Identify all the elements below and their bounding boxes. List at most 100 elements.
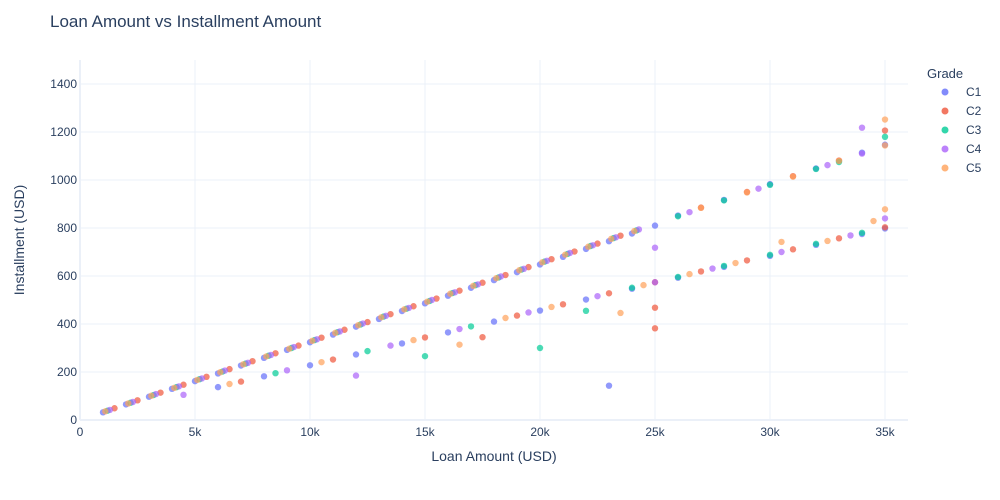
data-point-c4 bbox=[594, 292, 601, 300]
data-point-c5 bbox=[881, 142, 889, 149]
data-point-c3 bbox=[364, 347, 371, 355]
data-point-c5 bbox=[309, 337, 316, 344]
data-point-c5 bbox=[539, 259, 546, 266]
data-point-c3 bbox=[582, 307, 590, 314]
y-tick-label: 800 bbox=[57, 221, 77, 235]
legend-marker-c3 bbox=[941, 126, 949, 134]
data-point-c3 bbox=[812, 240, 820, 248]
data-point-c3 bbox=[674, 213, 682, 220]
data-point-c4 bbox=[180, 391, 187, 398]
legend-label-c2: C2 bbox=[966, 104, 982, 118]
data-point-c5 bbox=[835, 157, 843, 164]
data-point-c4 bbox=[456, 325, 463, 333]
data-point-c1 bbox=[214, 383, 222, 391]
data-point-c5 bbox=[732, 259, 739, 267]
data-point-c5 bbox=[585, 243, 592, 250]
data-point-c4 bbox=[387, 342, 394, 349]
data-point-c1 bbox=[651, 222, 659, 229]
data-point-c5 bbox=[502, 314, 509, 322]
x-tick-label: 5k bbox=[189, 425, 203, 439]
data-point-c5 bbox=[410, 336, 417, 344]
data-point-c5 bbox=[355, 322, 362, 329]
data-point-c2 bbox=[559, 301, 567, 308]
data-point-c5 bbox=[778, 238, 785, 246]
data-point-c2 bbox=[513, 312, 521, 319]
y-tick-label: 1400 bbox=[50, 77, 77, 91]
data-point-c5 bbox=[548, 303, 555, 311]
data-point-c4 bbox=[525, 309, 532, 316]
data-point-c5 bbox=[697, 204, 705, 212]
data-point-c5 bbox=[881, 206, 889, 213]
data-point-c4 bbox=[651, 244, 659, 251]
data-point-c3 bbox=[628, 284, 636, 291]
data-point-c5 bbox=[456, 341, 463, 348]
data-point-c4 bbox=[881, 215, 889, 222]
data-point-c5 bbox=[824, 237, 831, 245]
data-point-c5 bbox=[743, 189, 751, 196]
data-point-c1 bbox=[260, 373, 268, 380]
data-point-c2 bbox=[651, 304, 659, 311]
x-tick-label: 15k bbox=[415, 425, 435, 439]
data-point-c3 bbox=[272, 370, 279, 377]
data-point-c3 bbox=[766, 181, 774, 188]
data-point-c4 bbox=[858, 150, 866, 157]
data-point-c1 bbox=[306, 362, 314, 369]
data-point-c5 bbox=[194, 376, 201, 384]
data-point-c5 bbox=[125, 400, 132, 407]
legend-label-c5: C5 bbox=[966, 161, 982, 175]
legend-marker-c1 bbox=[941, 88, 949, 96]
data-point-c5 bbox=[516, 267, 523, 274]
y-tick-label: 600 bbox=[57, 269, 77, 283]
data-point-c5 bbox=[447, 290, 454, 297]
legend-label-c1: C1 bbox=[966, 85, 982, 99]
data-point-c5 bbox=[640, 281, 647, 289]
data-point-c4 bbox=[824, 161, 831, 169]
legend-marker-c5 bbox=[941, 164, 949, 172]
data-point-c2 bbox=[881, 224, 889, 231]
data-point-c3 bbox=[536, 344, 544, 352]
data-point-c5 bbox=[378, 314, 385, 321]
y-tick-label: 1200 bbox=[50, 125, 77, 139]
data-point-c2 bbox=[651, 325, 659, 332]
data-point-c5 bbox=[686, 270, 693, 278]
x-axis-title: Loan Amount (USD) bbox=[431, 448, 556, 464]
data-point-c5 bbox=[870, 217, 877, 225]
data-point-c3 bbox=[720, 262, 728, 270]
data-point-c5 bbox=[470, 282, 477, 290]
x-tick-label: 10k bbox=[300, 425, 320, 439]
y-tick-label: 200 bbox=[57, 365, 77, 379]
x-tick-label: 30k bbox=[760, 425, 780, 439]
data-point-c1 bbox=[490, 318, 498, 325]
data-point-c5 bbox=[318, 358, 325, 366]
data-point-c3 bbox=[421, 352, 429, 360]
data-points bbox=[99, 116, 889, 416]
data-point-c2 bbox=[789, 246, 797, 253]
data-point-c5 bbox=[148, 392, 155, 399]
data-point-c4 bbox=[283, 367, 291, 374]
y-tick-label: 1000 bbox=[50, 173, 77, 187]
x-tick-label: 35k bbox=[875, 425, 895, 439]
data-point-c1 bbox=[536, 307, 544, 314]
x-tick-label: 25k bbox=[645, 425, 665, 439]
x-tick-label: 20k bbox=[530, 425, 550, 439]
data-point-c5 bbox=[102, 408, 109, 415]
data-point-c3 bbox=[766, 251, 774, 259]
data-point-c3 bbox=[674, 273, 682, 281]
data-point-c5 bbox=[332, 329, 339, 337]
y-axis-title: Installment (USD) bbox=[11, 185, 27, 295]
data-point-c3 bbox=[881, 133, 889, 140]
axes: 0 5k 10k 15k 20k 25k 30k 35k 0 200 400 600 800 1000 12… bbox=[11, 77, 896, 464]
legend-label-c4: C4 bbox=[966, 142, 982, 156]
data-point-c2 bbox=[835, 235, 843, 242]
data-point-c4 bbox=[709, 265, 716, 272]
data-point-c5 bbox=[171, 384, 178, 392]
data-point-c2 bbox=[237, 378, 245, 385]
data-point-c1 bbox=[398, 340, 406, 347]
data-point-c5 bbox=[562, 251, 569, 258]
data-point-c5 bbox=[286, 345, 293, 352]
data-point-c5 bbox=[401, 306, 408, 313]
data-point-c1 bbox=[605, 382, 613, 389]
data-point-c3 bbox=[812, 165, 820, 173]
